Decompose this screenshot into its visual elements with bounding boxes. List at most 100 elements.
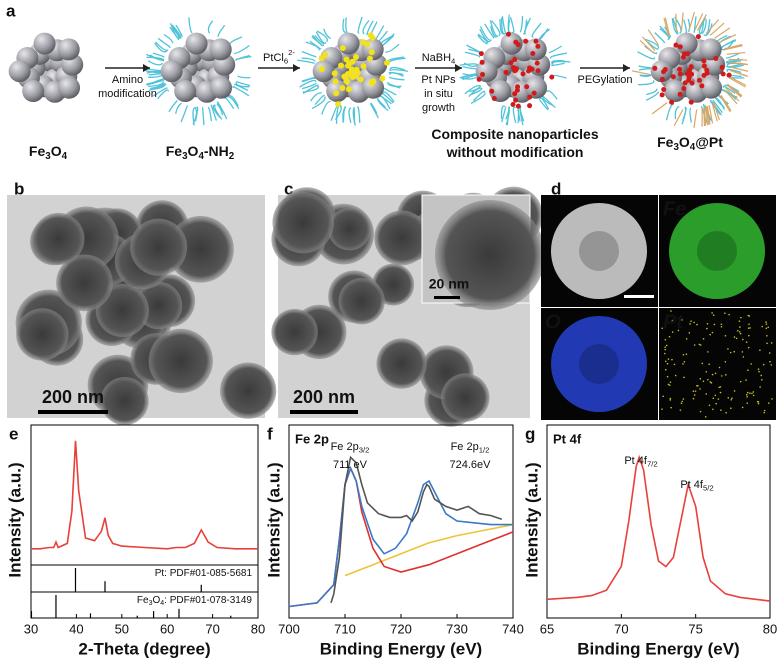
ligand <box>157 89 170 100</box>
ligand <box>461 75 479 80</box>
peg <box>688 11 695 31</box>
dot <box>346 70 353 77</box>
sphere <box>500 32 523 55</box>
peg <box>693 109 698 128</box>
ligand <box>646 88 658 96</box>
dot <box>523 38 529 44</box>
text-part: -NH <box>204 143 229 159</box>
text-part: Fe <box>137 595 149 606</box>
peg <box>709 22 725 36</box>
x-tick-label: 80 <box>763 621 777 636</box>
dot <box>720 71 726 77</box>
eds-texture <box>579 344 619 384</box>
ligand <box>387 81 402 88</box>
dot <box>352 53 359 60</box>
reference-label: Fe3O4: PDF#01-078-3149 <box>137 595 253 607</box>
peg <box>631 70 651 76</box>
arrow-label: modification <box>98 88 157 100</box>
ligand <box>725 52 740 59</box>
dot <box>513 39 519 45</box>
dot <box>318 55 325 62</box>
ligand <box>705 23 713 37</box>
ligand <box>659 27 670 40</box>
dot <box>512 57 518 63</box>
dot <box>531 90 537 96</box>
dot <box>677 71 683 77</box>
eds-speck <box>699 378 702 380</box>
ligand <box>551 74 567 79</box>
text-part: PEGylation <box>577 74 632 86</box>
eds-speck <box>664 368 667 371</box>
x-tick-label: 40 <box>69 621 83 636</box>
eds-speck <box>682 398 685 400</box>
ligand <box>701 19 707 35</box>
eds-speck <box>771 398 773 400</box>
ligand <box>148 81 165 88</box>
peg <box>726 51 746 55</box>
dot <box>366 55 373 62</box>
eds-speck <box>664 360 667 363</box>
ligand <box>479 26 492 41</box>
chart-title: Fe 2p <box>295 431 329 446</box>
dot <box>701 63 707 69</box>
x-tick-label: 75 <box>688 621 702 636</box>
eds-speck <box>742 356 745 358</box>
annotation: 724.6eV <box>450 459 492 471</box>
ligand <box>314 94 325 105</box>
eds-speck <box>662 395 665 398</box>
panel-letter: f <box>267 424 273 443</box>
eds-speck <box>669 399 672 401</box>
eds-speck <box>720 409 722 411</box>
ligand <box>169 26 180 41</box>
dot <box>339 45 346 52</box>
eds-speck <box>728 313 730 316</box>
text-part: 3 <box>182 151 188 162</box>
ligand <box>479 28 491 43</box>
eds-speck <box>671 358 673 361</box>
eds-speck <box>706 322 709 325</box>
ligand <box>148 78 165 86</box>
eds-speck <box>669 397 672 400</box>
annotation: 711 eV <box>333 459 368 471</box>
eds-speck <box>711 373 714 376</box>
tem-particle <box>441 373 490 422</box>
arrow-head <box>143 64 150 72</box>
ligand <box>152 83 167 90</box>
text-part: Fe <box>29 143 46 159</box>
peg <box>724 89 738 105</box>
eds-speck <box>712 397 715 400</box>
eds-speck <box>727 397 730 399</box>
eds-speck <box>767 326 770 329</box>
sphere <box>174 80 197 103</box>
map-label: Pt <box>663 311 684 333</box>
eds-speck <box>763 411 766 414</box>
eds-speck <box>739 326 741 328</box>
annotation: Fe 2p3/2 <box>331 441 370 454</box>
eds-speck <box>668 335 671 338</box>
dot <box>689 71 695 77</box>
peg <box>694 13 704 31</box>
dot <box>685 51 691 57</box>
data-line <box>344 523 514 577</box>
x-axis-label: Binding Energy (eV) <box>577 639 739 658</box>
eds-speck <box>724 312 726 314</box>
eds-speck <box>685 353 688 355</box>
eds-speck <box>682 353 685 356</box>
eds-speck <box>733 350 736 353</box>
ligand <box>645 38 660 49</box>
eds-speck <box>693 394 696 396</box>
eds-speck <box>677 329 680 332</box>
nanoparticle <box>631 11 749 128</box>
dot <box>677 44 683 50</box>
arrow-label: Amino <box>112 74 143 86</box>
ligand <box>665 103 675 121</box>
eds-speck <box>762 363 765 366</box>
ligand <box>671 17 679 35</box>
dot <box>701 72 707 78</box>
eds-speck <box>683 376 685 379</box>
nanoparticle <box>8 32 84 103</box>
sphere <box>525 76 548 99</box>
peg <box>705 106 709 126</box>
ligand <box>163 33 174 44</box>
eds-speck <box>746 402 749 404</box>
